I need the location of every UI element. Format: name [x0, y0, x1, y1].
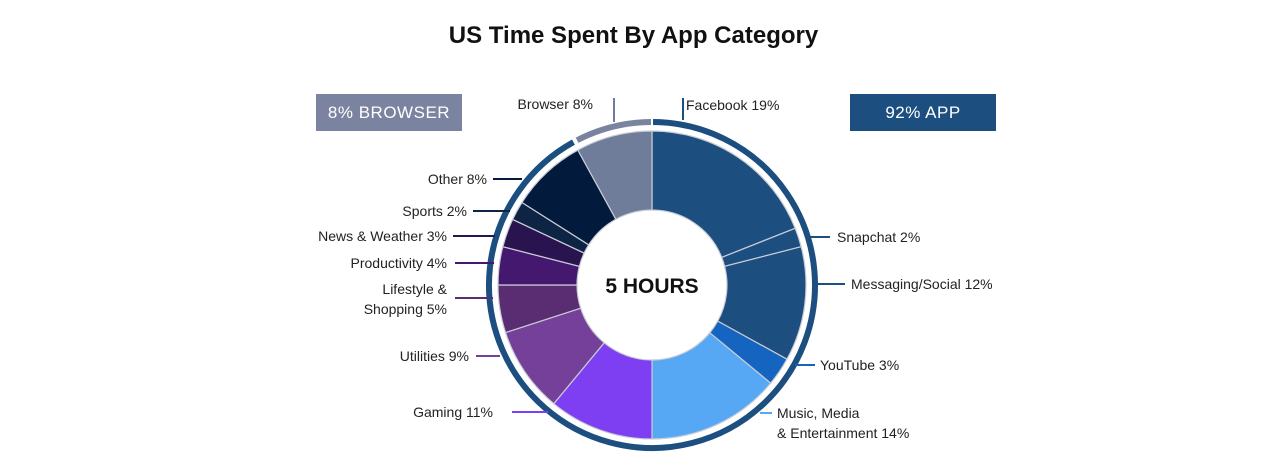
data-label-sports: Sports 2% — [402, 203, 467, 219]
center-label: 5 HOURS — [605, 275, 698, 298]
app-group-ring — [486, 119, 818, 451]
slice-browser — [576, 130, 653, 221]
data-label-other: Other 8% — [428, 171, 487, 187]
browser-group-ring — [575, 119, 652, 143]
data-label-browser: Browser 8% — [518, 96, 593, 112]
data-label-productivity: Productivity 4% — [351, 255, 447, 271]
data-label-lifestyle-shopping: Shopping 5% — [364, 301, 447, 317]
data-label-news-weather: News & Weather 3% — [318, 228, 447, 244]
data-label-snapchat: Snapchat 2% — [837, 229, 920, 245]
data-label-facebook: Facebook 19% — [686, 97, 779, 113]
browser-share-badge: 8% BROWSER — [316, 94, 462, 131]
chart-title: US Time Spent By App Category — [448, 22, 819, 49]
data-label-lifestyle-shopping: Lifestyle & — [382, 281, 447, 297]
data-label-music-media-entertainment: & Entertainment 14% — [777, 425, 909, 441]
app-share-badge: 92% APP — [850, 94, 996, 131]
data-label-music-media-entertainment: Music, Media — [777, 405, 860, 421]
data-label-youtube: YouTube 3% — [820, 357, 899, 373]
data-label-messaging-social: Messaging/Social 12% — [851, 276, 993, 292]
slice-facebook — [651, 130, 796, 259]
data-label-utilities: Utilities 9% — [400, 348, 469, 364]
data-label-gaming: Gaming 11% — [413, 404, 493, 420]
